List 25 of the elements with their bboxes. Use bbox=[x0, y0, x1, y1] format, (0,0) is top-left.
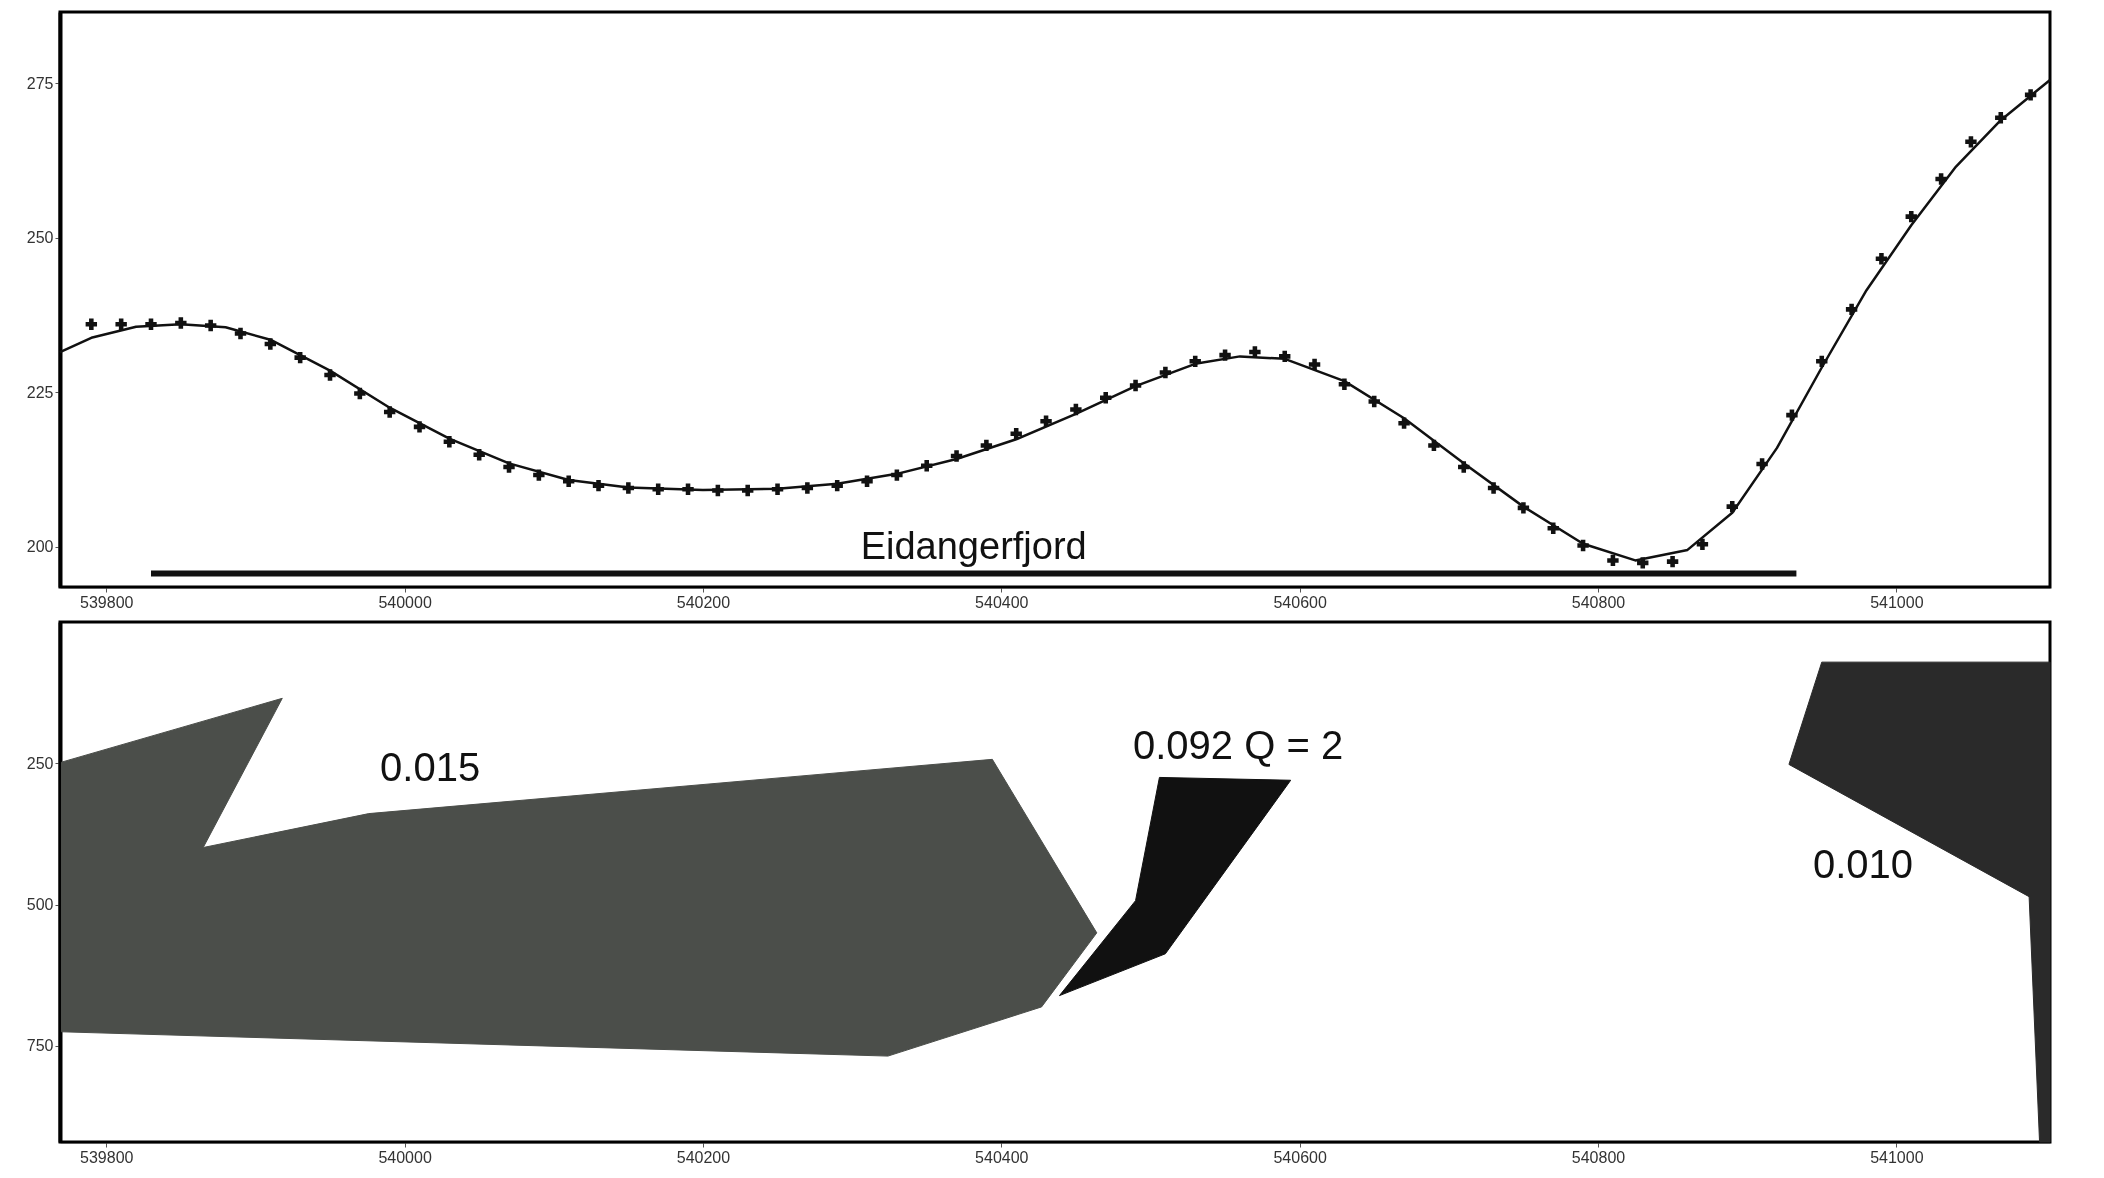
y-tick-label: 275 bbox=[26, 74, 54, 92]
x-tick-label: 540400 bbox=[975, 1148, 1029, 1166]
series-label: Eidangerfjord bbox=[860, 525, 1087, 568]
x-tick-label: 541000 bbox=[1870, 1148, 1924, 1166]
y-tick-label: 250 bbox=[26, 229, 54, 247]
x-tick-label: 540000 bbox=[378, 593, 432, 611]
annotation: 0.010 bbox=[1812, 842, 1913, 887]
y-tick-label: 200 bbox=[26, 538, 54, 556]
annotation: 0.092 Q = 2 bbox=[1133, 723, 1344, 768]
y-tick-label: 250 bbox=[26, 754, 54, 772]
x-tick-label: 540400 bbox=[975, 593, 1029, 611]
x-tick-label: 540200 bbox=[676, 1148, 731, 1166]
y-tick-label: 750 bbox=[26, 1037, 54, 1055]
y-tick-label: 500 bbox=[26, 896, 54, 914]
x-tick-label: 540200 bbox=[676, 593, 731, 611]
x-tick-label: 540000 bbox=[378, 1148, 432, 1166]
y-tick-label: 225 bbox=[26, 383, 54, 401]
x-tick-label: 540800 bbox=[1571, 1148, 1626, 1166]
x-tick-label: 540800 bbox=[1571, 593, 1626, 611]
x-tick-label: 539800 bbox=[80, 1148, 134, 1166]
x-tick-label: 541000 bbox=[1870, 593, 1924, 611]
x-tick-label: 540600 bbox=[1273, 593, 1327, 611]
x-tick-label: 539800 bbox=[80, 593, 134, 611]
annotation: 0.015 bbox=[380, 744, 481, 789]
x-tick-label: 540600 bbox=[1273, 1148, 1327, 1166]
